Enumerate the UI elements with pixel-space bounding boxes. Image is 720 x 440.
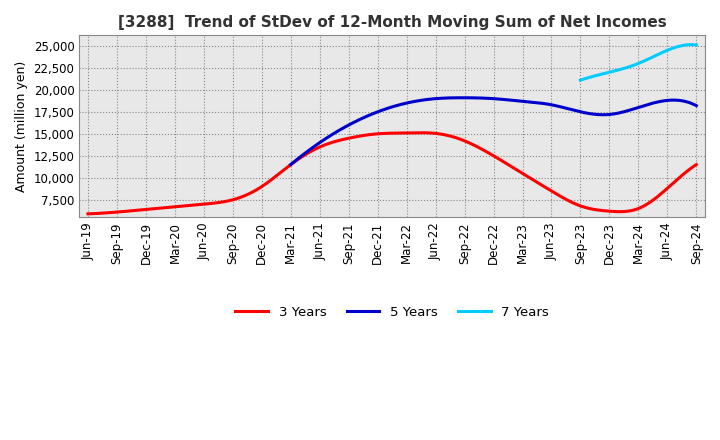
3 Years [86,211,94,216]
5 Years [692,103,701,108]
Y-axis label: Amount (million yen): Amount (million yen) [15,61,28,192]
5 Years [528,99,536,105]
3 Years [418,130,426,136]
5 Years [529,100,538,105]
5 Years [536,100,544,106]
7 Years [692,42,701,48]
3 Years [598,208,607,213]
Line: 7 Years: 7 Years [580,44,696,80]
5 Years [629,106,638,111]
3 Years [692,162,701,167]
7 Years [644,56,653,61]
7 Years [647,55,656,60]
7 Years [576,77,585,83]
Line: 5 Years: 5 Years [291,98,696,165]
5 Years [288,161,297,166]
Legend: 3 Years, 5 Years, 7 Years: 3 Years, 5 Years, 7 Years [230,301,554,324]
7 Years [577,77,585,83]
3 Years [448,134,456,139]
3 Years [446,133,454,139]
3 Years [458,137,467,143]
7 Years [645,56,654,61]
3 Years [637,205,646,210]
5 Years [457,95,466,100]
Title: [3288]  Trend of StDev of 12-Month Moving Sum of Net Incomes: [3288] Trend of StDev of 12-Month Moving… [118,15,667,30]
7 Years [674,44,683,49]
7 Years [687,42,696,47]
Line: 3 Years: 3 Years [88,133,696,214]
5 Years [655,99,664,104]
3 Years [84,211,92,216]
5 Years [287,162,295,167]
7 Years [681,42,690,48]
